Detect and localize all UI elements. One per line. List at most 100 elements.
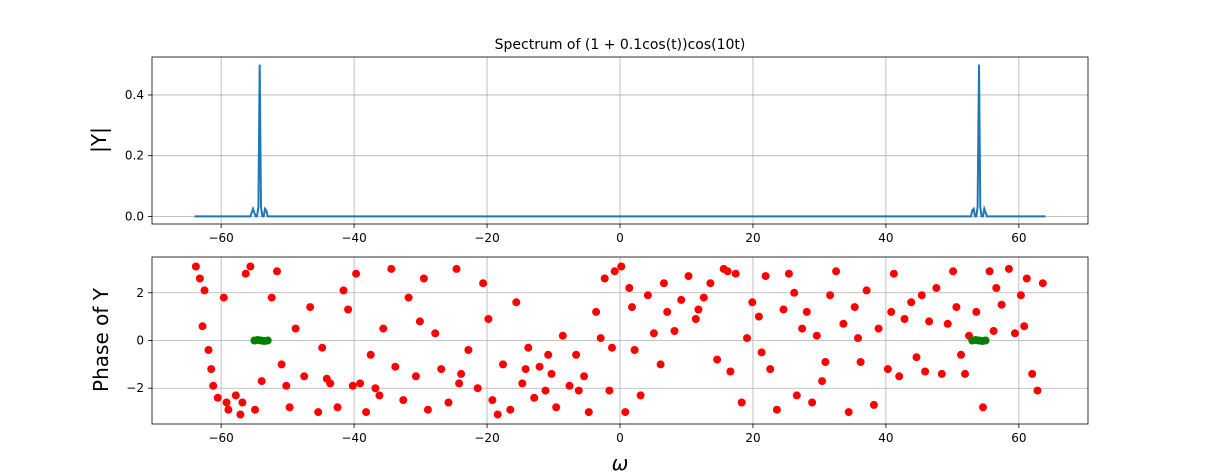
phase-point [1028, 369, 1037, 378]
x-tick-label: 60 [1011, 431, 1026, 445]
magnitude-line [194, 64, 1046, 218]
phase-point [895, 372, 904, 381]
x-tick-label: 20 [745, 431, 760, 445]
phase-point [399, 396, 408, 405]
phase-point [224, 405, 233, 414]
top-tick-marks: −60 −40 −20 0 20 40 60 0.0 0.2 0.4 [125, 88, 1027, 245]
phase-point [251, 405, 259, 414]
phase-point [925, 317, 934, 326]
phase-point [889, 269, 898, 278]
phase-point [452, 264, 461, 273]
x-tick-label: 60 [1011, 231, 1026, 245]
y-tick-label: 0.4 [125, 88, 144, 102]
phase-point [524, 343, 533, 352]
phase-point [371, 384, 380, 393]
phase-point [318, 343, 327, 352]
phase-point [530, 393, 539, 402]
phase-point [572, 350, 581, 359]
bottom-tick-marks: −60 −40 −20 0 20 40 60−202 [126, 286, 1026, 445]
phase-point [535, 362, 544, 371]
phase-point [643, 291, 652, 300]
phase-point [900, 315, 909, 323]
phase-point [404, 293, 413, 302]
phase-point [663, 307, 672, 316]
phase-point [291, 324, 300, 333]
phase-point [726, 367, 735, 376]
spectrum-magnitude-plot: −60 −40 −20 0 20 40 60 0.0 0.2 0.4 Spectrum of (1… [87, 37, 1089, 245]
phase-point [473, 384, 482, 393]
phase-point [792, 391, 801, 400]
phase-point [366, 350, 375, 359]
phase-point [802, 307, 811, 316]
phase-point [518, 379, 527, 388]
phase-point [1010, 329, 1019, 338]
phase-point [322, 374, 331, 383]
phase-point [821, 358, 830, 366]
phase-point [779, 305, 788, 314]
x-tick-label: −20 [474, 231, 499, 245]
significant-phase-point [981, 336, 990, 345]
chart-title: Spectrum of (1 + 0.1cos(t))cos(10t) [495, 37, 746, 53]
phase-point [547, 369, 556, 378]
phase-point [344, 305, 353, 314]
phase-point [200, 286, 209, 295]
phase-point [649, 329, 658, 338]
phase-point [757, 348, 766, 357]
phase-point [997, 300, 1006, 309]
phase-point [784, 269, 793, 278]
bottom-xlabel: ω [612, 451, 629, 475]
phase-point [621, 408, 630, 417]
phase-point [191, 262, 200, 271]
phase-point [213, 393, 222, 402]
phase-point [580, 372, 589, 381]
phase-point [600, 274, 609, 283]
phase-point [854, 334, 862, 343]
x-tick-label: −40 [341, 431, 366, 445]
phase-point [912, 353, 921, 362]
top-gridlines [152, 57, 1088, 224]
phase-point [743, 334, 751, 343]
phase-point [790, 288, 799, 297]
phase-point [195, 274, 204, 283]
phase-point [333, 403, 342, 412]
phase-point [772, 405, 781, 414]
phase-point [506, 405, 515, 414]
phase-point [985, 267, 994, 276]
phase-point [1033, 386, 1042, 395]
phase-point [921, 367, 930, 376]
phase-point [625, 284, 634, 292]
phase-point [379, 324, 388, 333]
phase-plot: −60 −40 −20 0 20 40 60−202 Phase of Y ω [89, 256, 1089, 475]
phase-point [628, 303, 636, 312]
x-tick-label: 20 [745, 231, 760, 245]
phase-point [869, 400, 878, 409]
phase-point [521, 365, 530, 374]
phase-point [238, 398, 247, 407]
phase-point [706, 279, 715, 288]
phase-point [285, 403, 294, 412]
phase-point [856, 358, 865, 366]
bottom-gridlines [152, 257, 1088, 424]
phase-point [273, 267, 281, 276]
y-tick-label: 0.2 [125, 149, 144, 163]
phase-point [812, 331, 821, 340]
phase-point [699, 293, 708, 302]
significant-phase-point [263, 336, 272, 345]
top-ylabel: |Y| [87, 127, 111, 153]
phase-point [761, 272, 770, 281]
phase-point [862, 286, 871, 295]
phase-point [267, 293, 276, 302]
top-data-series [194, 64, 1046, 218]
x-tick-label: 0 [616, 431, 624, 445]
phase-point [818, 377, 827, 386]
x-tick-label: 40 [878, 231, 893, 245]
y-tick-label: 0 [136, 334, 144, 348]
phase-point [544, 350, 553, 359]
phase-point [464, 346, 473, 354]
phase-point [932, 284, 941, 292]
phase-point [411, 372, 420, 381]
phase-point [961, 369, 969, 378]
phase-point [423, 405, 432, 414]
phase-point [957, 350, 965, 359]
